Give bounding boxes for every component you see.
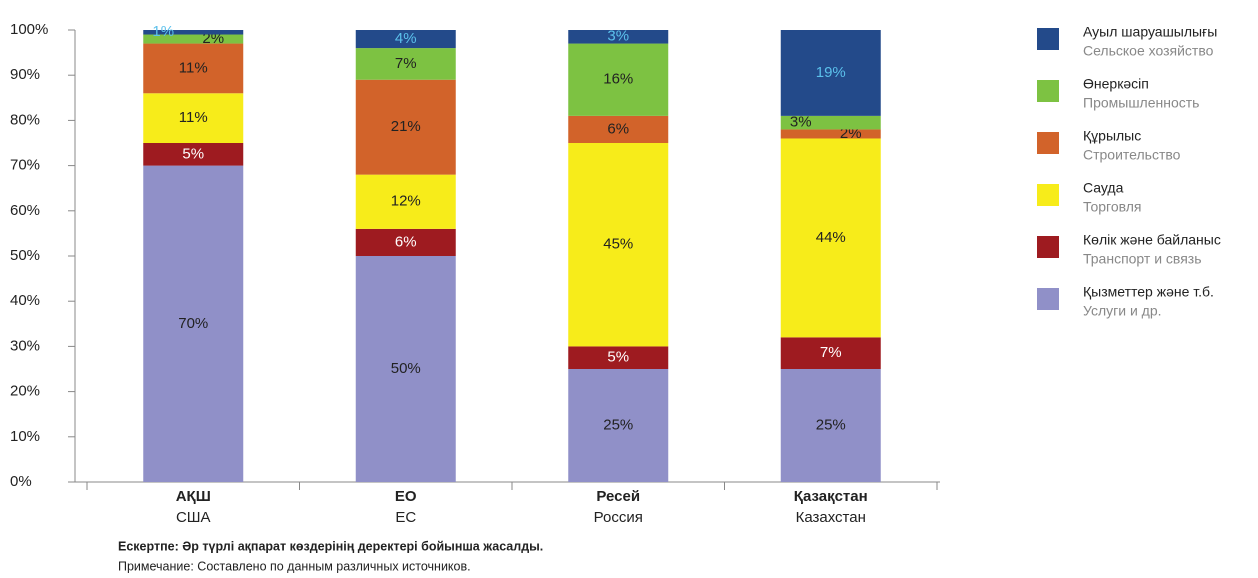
value-label: 21% [391,118,421,135]
y-tick-label: 30% [10,337,40,354]
legend-label: Сауда [1083,180,1124,196]
value-label: 12% [391,193,421,210]
bar-segment [143,34,244,44]
legend-swatch [1037,80,1059,102]
bar-segment [355,174,456,229]
y-tick-label: 60% [10,202,40,219]
legend-label: Услуги и др. [1083,303,1162,319]
x-tick-label: АҚШ [176,488,211,505]
bar-segment [143,143,244,166]
legend-swatch [1037,28,1059,50]
y-tick-label: 0% [10,473,32,490]
value-label: 7% [395,55,417,72]
bar-segment [568,143,669,347]
bar-segment [780,115,881,130]
note: Примечание: Составлено по данным различн… [118,559,471,573]
value-label: 5% [182,145,204,162]
bar-segment [780,337,881,369]
bar-segment [780,129,881,139]
y-tick-label: 40% [10,292,40,309]
x-tick-label: Россия [594,509,643,526]
y-tick-label: 100% [10,21,48,38]
bar-segment [143,43,244,94]
legend-label: Торговля [1083,199,1141,215]
bar-segment [568,369,669,482]
bar-segment [568,346,669,369]
legend-label: Промышленность [1083,95,1199,111]
value-label: 3% [607,28,629,45]
y-tick-label: 80% [10,111,40,128]
x-tick-label: Казахстан [796,509,866,526]
bar-segment [568,30,669,44]
value-label: 6% [607,120,629,137]
y-tick-label: 50% [10,247,40,264]
bar-segment [143,30,244,35]
value-label: 50% [391,360,421,377]
bar-segment [780,30,881,116]
value-label: 70% [178,315,208,332]
bar-segment [355,228,456,256]
x-tick-label: США [176,509,211,526]
value-label: 44% [816,229,846,246]
legend-swatch [1037,236,1059,258]
value-label: 25% [816,416,846,433]
bar-segment [355,48,456,80]
x-tick-label: ЕО [395,488,417,505]
bar-segment [568,115,669,143]
value-label: 3% [790,114,812,131]
legend-label: Строительство [1083,147,1181,163]
bar-segment [143,93,244,143]
legend-swatch [1037,288,1059,310]
legend-label: Қызметтер және т.б. [1083,284,1214,300]
legend-swatch [1037,132,1059,154]
bar-segment [568,43,669,116]
note: Ескертпе: Әр түрлі ақпарат көздерінің де… [118,539,543,553]
value-label: 11% [179,109,208,126]
legend-label: Құрылыс [1083,128,1141,144]
value-label: 7% [820,344,842,361]
value-label: 19% [816,64,846,81]
bar-segment [780,138,881,338]
value-label: 5% [607,349,629,366]
bar-segment [780,369,881,482]
x-tick-label: Қазақстан [794,488,868,505]
value-label: 6% [395,233,417,250]
value-label: 16% [603,71,633,88]
x-tick-label: Ресей [596,488,640,505]
x-tick-label: ЕС [395,509,416,526]
value-label: 4% [395,30,417,47]
legend-label: Сельское хозяйство [1083,43,1214,59]
value-label: 45% [603,236,633,253]
value-label: 11% [179,59,208,76]
legend-label: Көлік және байланыс [1083,232,1221,248]
bar-segment [143,165,244,482]
value-label: 1% [152,23,174,40]
value-label: 25% [603,416,633,433]
y-tick-label: 70% [10,157,40,174]
y-tick-label: 10% [10,428,40,445]
legend-swatch [1037,184,1059,206]
bar-segment [355,256,456,482]
y-tick-label: 90% [10,66,40,83]
legend-label: Өнеркәсіп [1083,76,1149,92]
y-tick-label: 20% [10,383,40,400]
legend-label: Транспорт и связь [1083,251,1202,267]
legend-label: Ауыл шаруашылығы [1083,24,1217,40]
bar-segment [355,30,456,49]
bar-segment [355,79,456,175]
